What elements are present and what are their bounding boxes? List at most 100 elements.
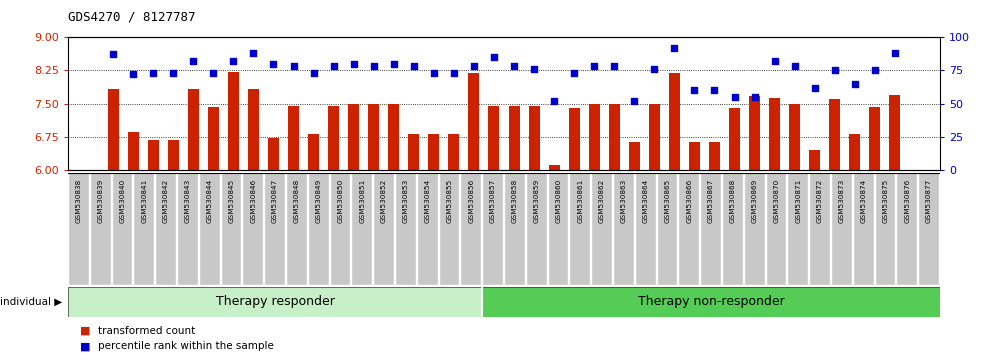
Bar (809, 150, 820, 170)
Point (526, 66, 542, 72)
Bar (468, 74, 479, 170)
Bar (188, 90, 199, 170)
Text: GSM530874: GSM530874 (861, 179, 867, 223)
Bar (832, 173, 852, 285)
Bar (168, 140, 179, 170)
Text: GSM530838: GSM530838 (76, 179, 82, 223)
Point (125, 72, 141, 77)
Bar (448, 134, 459, 170)
Bar (440, 173, 459, 285)
Bar (134, 173, 154, 285)
Bar (701, 173, 721, 285)
Text: GSM530857: GSM530857 (490, 179, 496, 223)
Text: GSM530873: GSM530873 (839, 179, 845, 223)
Bar (849, 134, 860, 170)
Point (807, 85, 823, 91)
Bar (889, 95, 900, 170)
Text: GSM530850: GSM530850 (338, 179, 344, 223)
Bar (609, 104, 620, 170)
Bar (854, 173, 874, 285)
Text: Therapy responder: Therapy responder (216, 295, 335, 308)
Text: individual ▶: individual ▶ (0, 297, 62, 307)
Bar (789, 104, 800, 170)
Point (446, 70, 462, 76)
Text: Therapy non-responder: Therapy non-responder (638, 295, 784, 308)
Text: GSM530875: GSM530875 (883, 179, 889, 223)
Text: GSM530870: GSM530870 (774, 179, 780, 223)
Point (847, 81, 863, 86)
Bar (91, 173, 111, 285)
Point (546, 98, 562, 104)
Bar (228, 72, 239, 170)
Point (606, 64, 622, 69)
Bar (788, 173, 808, 285)
Bar (897, 173, 917, 285)
Bar (729, 108, 740, 170)
Bar (549, 173, 568, 285)
Point (887, 50, 903, 56)
Bar (348, 104, 359, 170)
Point (426, 70, 442, 76)
Point (867, 68, 883, 73)
Text: GDS4270 / 8127787: GDS4270 / 8127787 (68, 11, 196, 24)
Text: GSM530845: GSM530845 (228, 179, 234, 223)
Bar (374, 173, 394, 285)
Text: GSM530839: GSM530839 (98, 179, 104, 223)
Bar (919, 173, 939, 285)
Bar (328, 106, 339, 170)
Text: GSM530855: GSM530855 (446, 179, 452, 223)
Bar (509, 106, 520, 170)
Bar (388, 104, 399, 170)
Bar (549, 165, 560, 170)
Bar (418, 173, 438, 285)
Point (265, 61, 281, 67)
Text: GSM530863: GSM530863 (621, 179, 627, 223)
Point (767, 58, 783, 64)
Text: ■: ■ (80, 341, 90, 351)
Text: GSM530843: GSM530843 (185, 179, 191, 223)
Bar (669, 74, 680, 170)
Point (145, 70, 161, 76)
Bar (428, 134, 439, 170)
Bar (178, 173, 198, 285)
Point (646, 66, 662, 72)
Bar (876, 173, 895, 285)
Point (306, 70, 322, 76)
Bar (769, 98, 780, 170)
Bar (810, 173, 830, 285)
Point (486, 54, 502, 60)
Text: GSM530854: GSM530854 (425, 179, 431, 223)
Text: GSM530859: GSM530859 (534, 179, 540, 223)
Text: GSM530844: GSM530844 (207, 179, 213, 223)
Text: GSM530865: GSM530865 (664, 179, 670, 223)
Bar (482, 287, 940, 317)
Point (386, 61, 402, 67)
Bar (527, 173, 547, 285)
Bar (268, 138, 279, 170)
Bar (222, 173, 241, 285)
Text: GSM530872: GSM530872 (817, 179, 823, 223)
Text: GSM530852: GSM530852 (381, 179, 387, 223)
Point (366, 64, 382, 69)
Text: GSM530853: GSM530853 (403, 179, 409, 223)
Bar (749, 96, 760, 170)
Point (185, 58, 201, 64)
Point (686, 87, 702, 93)
Bar (461, 173, 481, 285)
Point (286, 64, 302, 69)
Bar (309, 173, 329, 285)
Bar (368, 104, 379, 170)
Bar (352, 173, 372, 285)
Point (827, 68, 843, 73)
Text: GSM530840: GSM530840 (120, 179, 126, 223)
Text: GSM530856: GSM530856 (468, 179, 474, 223)
Text: GSM530848: GSM530848 (294, 179, 300, 223)
Bar (396, 173, 416, 285)
Bar (709, 142, 720, 170)
Text: GSM530849: GSM530849 (316, 179, 322, 223)
Point (466, 64, 482, 69)
Text: GSM530841: GSM530841 (141, 179, 147, 223)
Point (706, 87, 722, 93)
Text: GSM530877: GSM530877 (926, 179, 932, 223)
Text: GSM530847: GSM530847 (272, 179, 278, 223)
